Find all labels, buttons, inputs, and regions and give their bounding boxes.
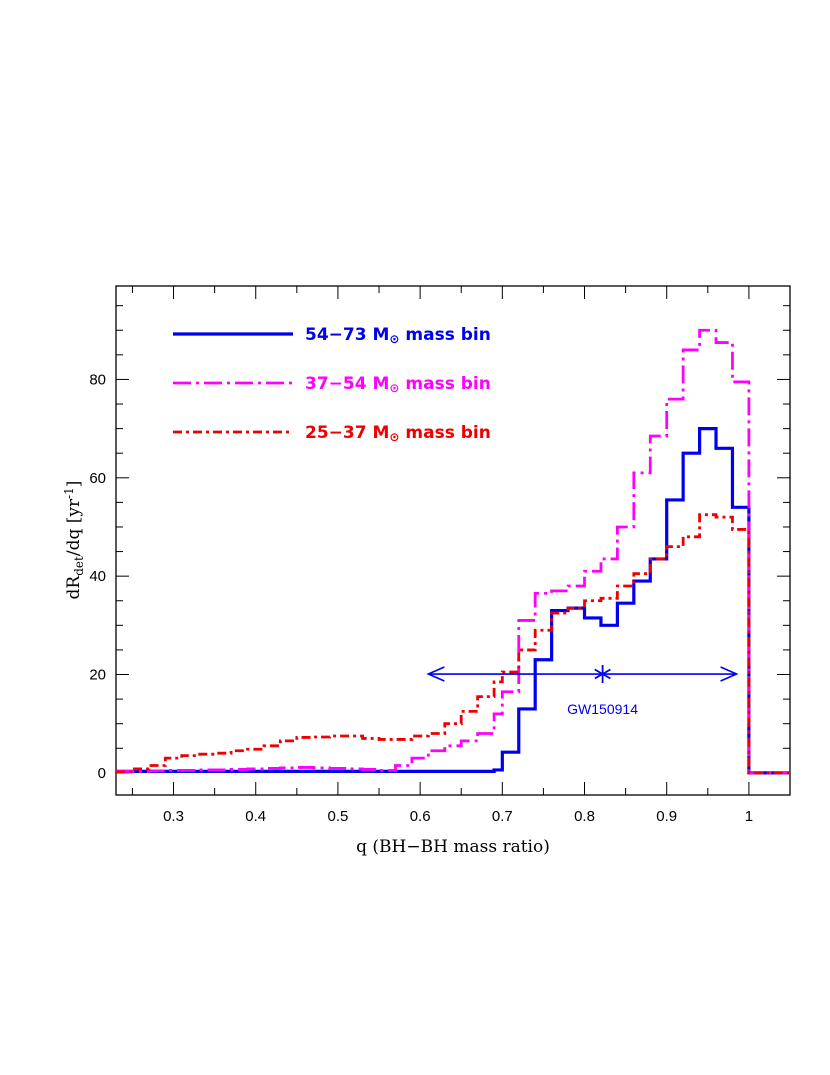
x-axis-title: q (BH−BH mass ratio) <box>356 837 550 857</box>
range-arrow-right <box>720 666 739 682</box>
legend-label-1: 37−54 M⊙ mass bin <box>305 374 491 395</box>
x-tick-label: 0.8 <box>574 808 595 825</box>
series-line-0 <box>116 427 790 775</box>
legend-label-2: 25−37 M⊙ mass bin <box>305 423 491 444</box>
x-tick-label: 0.5 <box>327 808 348 825</box>
range-arrow-left <box>426 666 445 682</box>
y-tick-label: 0 <box>98 765 106 782</box>
axis-tick-labels: 0.3 0.4 0.5 0.6 0.7 0.8 0.9 1 0 20 40 60 80 <box>89 371 753 825</box>
legend-label-0: 54−73 M⊙ mass bin <box>305 325 491 346</box>
series-layer <box>116 328 790 775</box>
x-tick-label: 0.4 <box>245 808 266 825</box>
x-tick-label: 0.6 <box>410 808 431 825</box>
legend: 54−73 M⊙ mass bin 37−54 M⊙ mass bin 25−3… <box>173 325 491 444</box>
series-line-2 <box>116 513 790 775</box>
y-tick-label: 80 <box>89 371 106 388</box>
annotation-label: GW150914 <box>567 701 638 717</box>
plot-frame <box>115 285 791 796</box>
annotation-layer: GW150914 <box>426 665 739 717</box>
axis-ticks <box>116 286 791 795</box>
x-tick-label: 0.3 <box>163 808 184 825</box>
x-tick-label: 1 <box>745 808 753 825</box>
x-tick-label: 0.7 <box>492 808 513 825</box>
y-tick-label: 20 <box>89 667 106 684</box>
estimate-star <box>594 665 611 684</box>
x-tick-label: 0.9 <box>656 808 677 825</box>
y-axis-title: dRdet/dq [yr-1] <box>62 481 86 600</box>
y-tick-label: 60 <box>89 470 106 487</box>
series-line-1 <box>116 328 790 775</box>
y-tick-label: 40 <box>89 568 106 585</box>
